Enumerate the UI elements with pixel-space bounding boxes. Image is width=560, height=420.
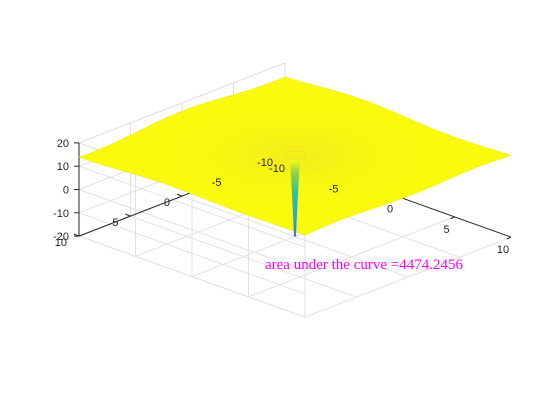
- back-wall-gridline-z: [78, 165, 306, 248]
- y-tick-label: 5: [112, 217, 118, 229]
- x-tick-label: -10: [269, 163, 285, 175]
- area-annotation: area under the curve =4474.2456: [265, 257, 463, 273]
- z-tick-label: 0: [63, 185, 69, 197]
- y-tick-label: -10: [257, 157, 273, 169]
- x-tick-label: 10: [497, 244, 509, 256]
- x-tick-label: 5: [443, 224, 449, 236]
- x-tick-label: 0: [387, 204, 393, 216]
- back-wall-gridline-z: [78, 189, 306, 271]
- surface-plateau: [78, 76, 512, 236]
- surface-ring: [283, 150, 307, 160]
- y-tick-label: 0: [164, 197, 170, 209]
- y-tick-label: -5: [212, 177, 222, 189]
- z-tick-label: -20: [53, 231, 69, 243]
- y-tick-mark: [176, 193, 183, 197]
- box-edge-top-side: [78, 62, 286, 144]
- back-wall-gridline-z: [78, 235, 306, 318]
- floor-gridline-y: [130, 215, 357, 298]
- y-tick-mark: [125, 213, 131, 217]
- back-wall-gridline-z: [78, 212, 306, 295]
- y-tick-label: 10: [55, 237, 67, 249]
- surface-spike: [289, 159, 301, 237]
- x-tick-mark: [506, 236, 512, 240]
- surface-plot: [78, 76, 512, 237]
- z-tick-label: -10: [53, 208, 69, 220]
- x-tick-mark: [450, 216, 455, 220]
- x-tick-label: -5: [329, 183, 339, 195]
- z-tick-label: 20: [57, 138, 69, 150]
- z-tick-label: 10: [57, 161, 69, 173]
